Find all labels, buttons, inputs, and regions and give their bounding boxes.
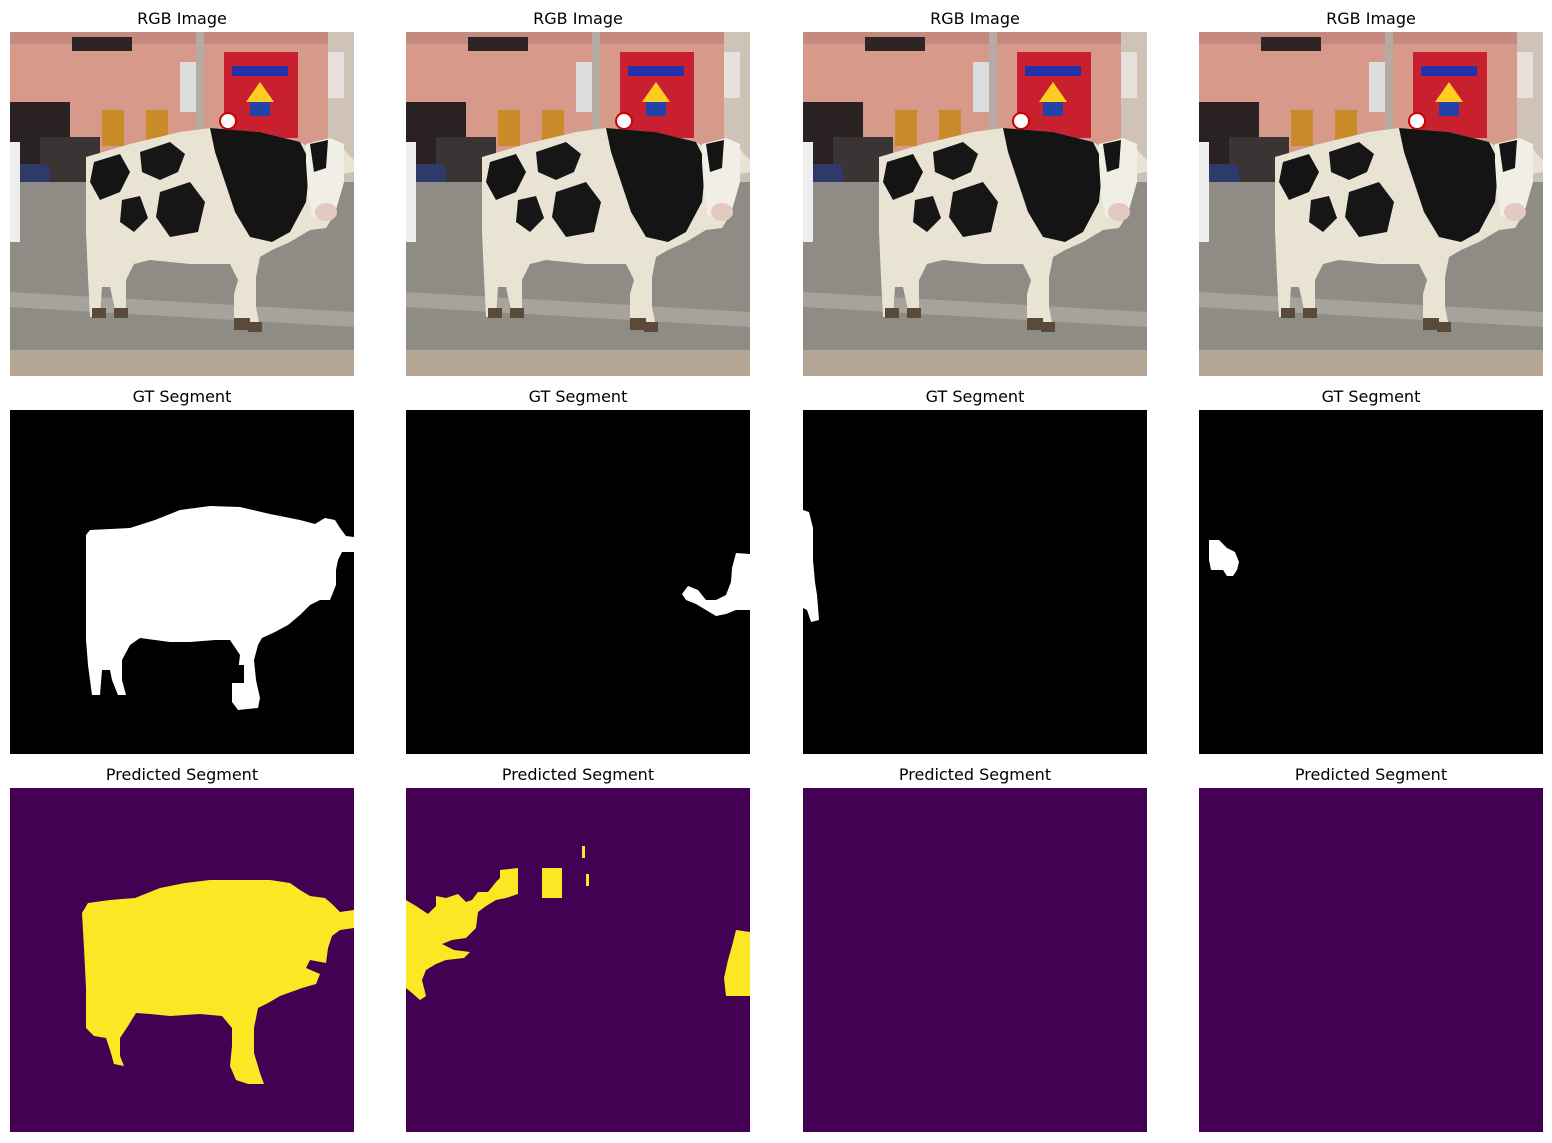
gt-mask [10,410,354,754]
panel-title: GT Segment [925,387,1025,406]
panel-title: GT Segment [132,387,232,406]
panel-title: GT Segment [528,387,628,406]
rgb-image [406,32,750,376]
pred-mask [1199,788,1543,1132]
gt-mask [803,410,1147,754]
pred-mask [803,788,1147,1132]
panel-title: Predicted Segment [501,765,655,784]
panel-title: Predicted Segment [898,765,1052,784]
panel-title: RGB Image [930,9,1020,28]
panel-title: Predicted Segment [1294,765,1448,784]
rgb-image [803,32,1147,376]
panel-title: RGB Image [533,9,623,28]
panel-title: GT Segment [1321,387,1421,406]
gt-mask [1199,410,1543,754]
panel-title: Predicted Segment [105,765,259,784]
pred-mask [406,788,750,1132]
panel-title: RGB Image [137,9,227,28]
pred-mask [10,788,354,1132]
rgb-image [10,32,354,376]
panel-title: RGB Image [1326,9,1416,28]
gt-mask [406,410,750,754]
rgb-image [1199,32,1543,376]
